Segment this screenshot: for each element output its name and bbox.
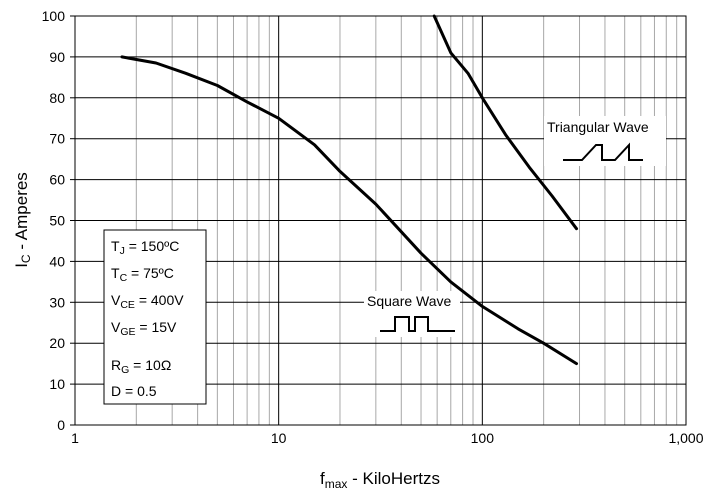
- square-wave-label: Square Wave: [367, 293, 452, 309]
- condition-4: RG = 10Ω: [111, 357, 171, 376]
- condition-3: VGE = 15V: [111, 319, 177, 338]
- triangular-wave-label: Triangular Wave: [547, 119, 649, 135]
- conditions-box-frame: [103, 229, 207, 405]
- x-axis-label-sub: max: [325, 477, 348, 491]
- x-tick-label: 10: [271, 430, 287, 446]
- x-tick-label: 1,000: [668, 430, 703, 446]
- condition-3-main: V: [111, 319, 121, 335]
- square-wave-legend: Square Wave: [364, 291, 460, 337]
- y-tick-label: 50: [49, 213, 65, 229]
- y-axis-label: IC - Amperes: [12, 172, 33, 268]
- series-line-triangular-wave: [432, 14, 578, 231]
- y-axis-label-main: I: [12, 263, 31, 268]
- y-tick-label: 40: [49, 253, 65, 269]
- condition-4-sub: G: [121, 364, 129, 376]
- condition-5: D = 0.5: [111, 383, 157, 399]
- condition-0-sub: J: [120, 245, 125, 257]
- y-tick-label: 100: [42, 8, 66, 24]
- y-tick-label: 90: [49, 49, 65, 65]
- y-tick-label: 70: [49, 131, 65, 147]
- condition-4-rest: = 10Ω: [129, 357, 171, 373]
- condition-3-sub: GE: [120, 326, 135, 338]
- condition-0: TJ = 150ºC: [111, 238, 179, 257]
- condition-2: VCE = 400V: [111, 292, 184, 311]
- y-tick-label: 0: [57, 417, 65, 433]
- series-line-square-wave: [120, 55, 578, 366]
- y-tick-label: 60: [49, 172, 65, 188]
- y-tick-label: 80: [49, 90, 65, 106]
- condition-3-rest: = 15V: [136, 319, 178, 335]
- condition-0-rest: = 150ºC: [125, 238, 180, 254]
- x-axis-label: fmax - KiloHertzs: [320, 469, 440, 491]
- y-tick-label: 20: [49, 335, 65, 351]
- condition-2-rest: = 400V: [135, 292, 184, 308]
- condition-1: TC = 75ºC: [111, 265, 174, 284]
- x-tick-label: 100: [471, 430, 495, 446]
- y-axis-label-rest: - Amperes: [12, 172, 31, 254]
- condition-0-main: T: [111, 238, 120, 254]
- series-layer: [120, 14, 578, 366]
- triangular-wave-icon: [563, 142, 643, 161]
- condition-1-rest: = 75ºC: [127, 265, 174, 281]
- x-axis-label-main: f: [320, 469, 325, 488]
- y-axis-label-sub: C: [19, 254, 33, 263]
- condition-4-main: R: [111, 357, 121, 373]
- y-tick-label: 30: [49, 294, 65, 310]
- condition-1-sub: C: [120, 272, 128, 284]
- condition-2-main: V: [111, 292, 121, 308]
- x-tick-label: 1: [71, 430, 79, 446]
- condition-2-sub: CE: [120, 299, 135, 311]
- condition-5-main: D = 0.5: [111, 383, 157, 399]
- y-tick-label: 10: [49, 376, 65, 392]
- triangular-wave-legend-bg: [544, 116, 666, 166]
- square-wave-icon: [380, 316, 455, 332]
- triangular-wave-legend: Triangular Wave: [544, 116, 666, 166]
- conditions-box: TJ = 150ºC TC = 75ºC VCE = 400V VGE = 15…: [103, 229, 207, 405]
- x-axis-label-rest: - KiloHertzs: [347, 469, 440, 488]
- condition-1-main: T: [111, 265, 120, 281]
- tick-labels: 1 10 100 1,000 0 10 20 30 40 50 60 70 80 90 100: [42, 8, 704, 446]
- square-wave-legend-bg: [364, 291, 460, 337]
